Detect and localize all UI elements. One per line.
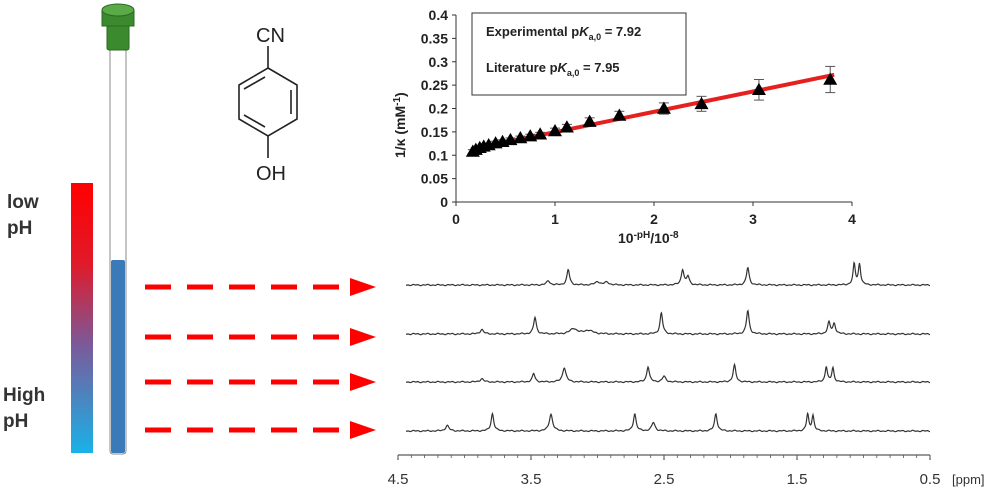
high-ph-label-line2: pH bbox=[3, 411, 28, 432]
y-tick-label: 0 bbox=[440, 194, 448, 210]
dashed-arrows bbox=[145, 278, 376, 439]
nmr-spectrum-trace bbox=[405, 411, 931, 433]
data-point bbox=[533, 127, 548, 140]
x-tick-label: 0 bbox=[452, 211, 460, 227]
arrow-head bbox=[350, 278, 376, 296]
y-tick-label: 0.4 bbox=[429, 7, 449, 23]
pka-chart: 0 0.05 0.1 0.15 0.2 0.25 0.3 0.35 0.4 0 1 2 3 4 10-p… bbox=[392, 7, 856, 246]
hydroxyl-group-label: OH bbox=[256, 163, 286, 185]
x-tick-label: 1 bbox=[551, 211, 559, 227]
nmr-spectrum-trace bbox=[405, 309, 931, 336]
nitrile-group-label: CN bbox=[256, 25, 285, 47]
data-point bbox=[751, 82, 766, 96]
ppm-tick-label: 0.5 bbox=[920, 471, 941, 488]
data-point bbox=[523, 129, 538, 142]
low-ph-label-line1: low bbox=[7, 192, 39, 213]
data-point bbox=[694, 96, 709, 110]
data-point bbox=[548, 123, 562, 137]
x-tick-label: 4 bbox=[848, 211, 856, 227]
y-tick-label: 0.2 bbox=[429, 101, 449, 117]
data-point bbox=[559, 120, 574, 133]
ppm-tick-label: 3.5 bbox=[521, 471, 542, 488]
ppm-tick-label: 2.5 bbox=[654, 471, 675, 488]
data-point bbox=[513, 130, 528, 144]
pka-legend-box bbox=[471, 12, 687, 96]
data-point bbox=[612, 108, 627, 121]
y-tick-label: 0.35 bbox=[421, 30, 448, 46]
arrow-head bbox=[350, 373, 376, 391]
y-tick-label: 0.15 bbox=[421, 124, 448, 140]
experimental-pka-label: Experimental pKa,0 = 7.92 bbox=[486, 24, 641, 42]
ppm-tick-label: 1.5 bbox=[787, 471, 808, 488]
y-tick-label: 0.05 bbox=[421, 171, 448, 187]
x-tick-label: 3 bbox=[749, 211, 757, 227]
molecule-structure bbox=[238, 46, 298, 158]
ppm-axis: 4.5 3.5 2.5 1.5 0.5 [ppm] bbox=[388, 454, 985, 488]
y-tick-label: 0.25 bbox=[421, 77, 448, 93]
arrow-head bbox=[350, 421, 376, 439]
ph-gradient-bar bbox=[71, 183, 93, 453]
literature-pka-label: Literature pKa,0 = 7.95 bbox=[486, 60, 620, 78]
high-ph-label-line1: High bbox=[3, 385, 45, 406]
data-point bbox=[823, 72, 838, 85]
y-axis-title: 1/κ (mM-1) bbox=[392, 92, 408, 158]
nmr-tube bbox=[101, 3, 135, 455]
ppm-unit-label: [ppm] bbox=[952, 472, 985, 487]
data-point bbox=[656, 101, 671, 114]
low-ph-label-line2: pH bbox=[7, 218, 32, 239]
x-tick-label: 2 bbox=[650, 211, 658, 227]
y-tick-label: 0.1 bbox=[429, 147, 449, 163]
nmr-spectrum-trace bbox=[405, 261, 931, 287]
data-point bbox=[582, 114, 597, 127]
x-axis-title: 10-pH/10-8 bbox=[618, 230, 679, 246]
data-point bbox=[503, 132, 518, 146]
nmr-spectrum-trace bbox=[405, 362, 931, 384]
nmr-spectra bbox=[405, 261, 931, 433]
y-tick-label: 0.3 bbox=[429, 54, 449, 70]
arrow-head bbox=[350, 328, 376, 346]
tube-sample-liquid bbox=[111, 260, 125, 453]
ppm-tick-label: 4.5 bbox=[388, 471, 409, 488]
